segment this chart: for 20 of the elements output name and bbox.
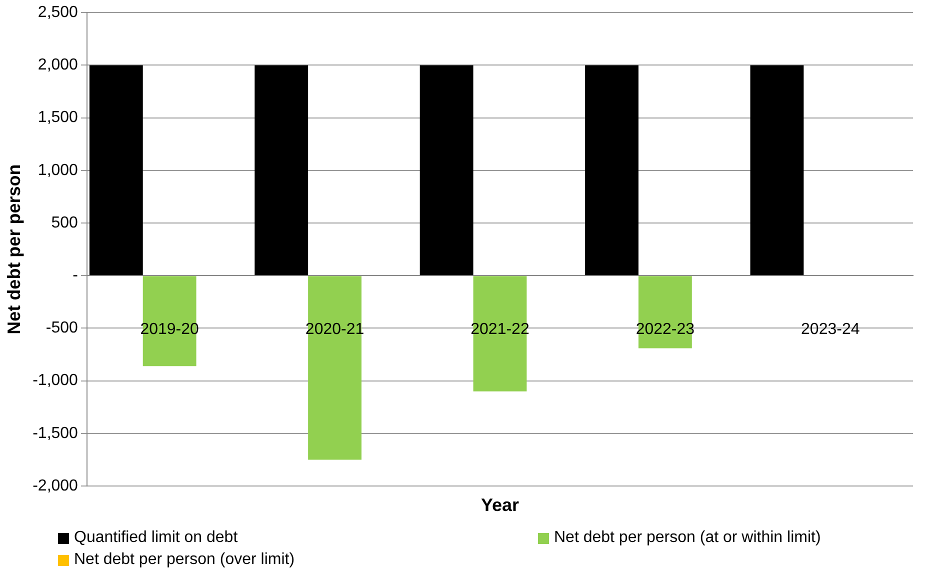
- y-tick-label: -500: [46, 320, 78, 337]
- x-tick-label: 2019-20: [140, 321, 200, 338]
- legend-label: Quantified limit on debt: [74, 529, 238, 547]
- x-tick-label: 2023-24: [801, 321, 860, 338]
- y-tick-label: -2,000: [32, 477, 78, 494]
- x-axis-title: Year: [480, 495, 520, 516]
- y-tick-label: -1,500: [32, 424, 78, 442]
- x-tick-label: 2021-22: [470, 321, 530, 338]
- y-tick-label: 500: [51, 214, 78, 232]
- y-tick-label: -: [72, 267, 78, 284]
- y-tick-label: 1,000: [38, 162, 78, 179]
- y-tick-label: 2,000: [38, 56, 78, 74]
- y-axis-title: Net debt per person: [4, 164, 24, 334]
- legend-label: Net debt per person (over limit): [74, 551, 295, 569]
- y-tick-label: 2,500: [38, 4, 78, 22]
- legend-label: Net debt per person (at or within limit): [554, 529, 821, 547]
- x-tick-label: 2022-23: [636, 321, 695, 338]
- y-tick-label: 1,500: [38, 109, 78, 126]
- x-tick-label: 2020-21: [305, 321, 364, 338]
- y-tick-label: -1,000: [32, 372, 78, 390]
